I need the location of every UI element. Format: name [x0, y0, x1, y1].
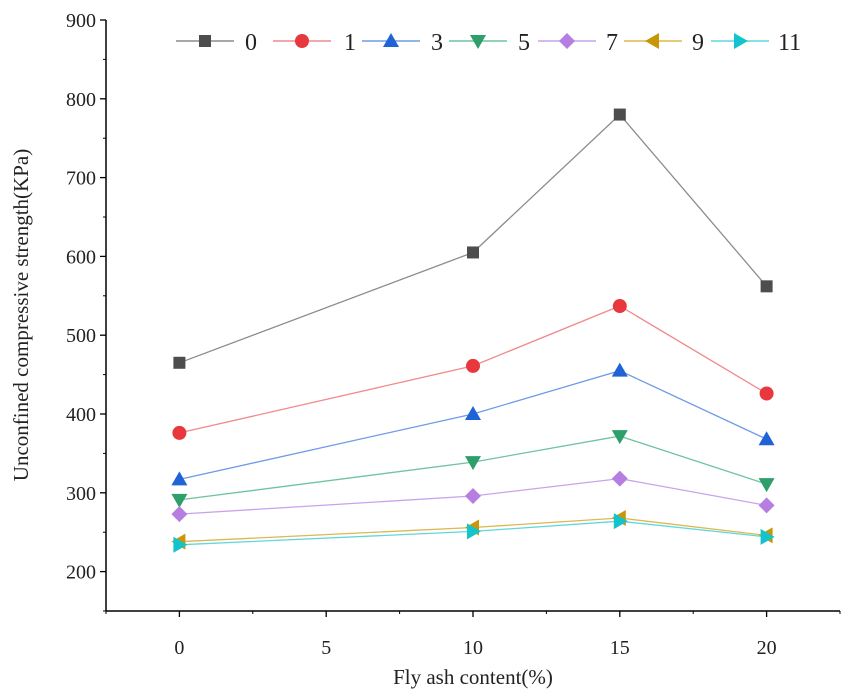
- x-tick-label: 5: [321, 637, 331, 659]
- y-tick-label: 500: [66, 325, 96, 347]
- data-point-0: [467, 246, 479, 259]
- y-tick-label: 400: [66, 404, 96, 426]
- x-axis-title: Fly ash content(%): [393, 665, 553, 689]
- series-0: [173, 108, 773, 369]
- data-point-3: [611, 362, 628, 377]
- legend: 0 1 3 5 7 9 11: [176, 30, 801, 56]
- y-tick-label: 200: [66, 562, 96, 584]
- data-point-11: [467, 523, 481, 540]
- data-point-1: [172, 425, 187, 440]
- legend-label-0: 0: [245, 30, 257, 56]
- y-tick-label: 300: [66, 483, 96, 505]
- series-line-7: [179, 477, 767, 515]
- y-tick-label: 700: [66, 168, 96, 190]
- data-point-5: [171, 493, 188, 508]
- data-point-3: [758, 431, 775, 446]
- series-3: [171, 362, 775, 486]
- series-line-11: [179, 520, 767, 546]
- legend-label-1: 1: [344, 30, 356, 56]
- series-line-3: [179, 370, 767, 481]
- data-point-1: [759, 386, 774, 401]
- x-tick-label: 10: [463, 637, 483, 659]
- data-point-5: [611, 430, 628, 445]
- legend-item-5: 5: [449, 30, 530, 56]
- data-point-11: [173, 536, 188, 553]
- legend-item-3: 3: [362, 30, 443, 56]
- series-line-9: [179, 517, 767, 543]
- series-layer: [171, 108, 775, 553]
- legend-label-7: 7: [606, 30, 618, 56]
- legend-item-11: 11: [711, 30, 801, 56]
- legend-marker-9: [645, 33, 659, 49]
- series-5: [171, 430, 775, 508]
- data-point-3: [171, 471, 188, 486]
- data-point-5: [758, 478, 775, 493]
- data-point-11: [613, 513, 628, 530]
- data-point-0: [613, 108, 626, 121]
- data-point-0: [173, 356, 186, 369]
- series-11: [173, 513, 775, 553]
- data-point-1: [466, 358, 480, 373]
- data-point-7: [611, 470, 628, 487]
- legend-item-9: 9: [624, 30, 704, 56]
- data-point-3: [465, 406, 481, 420]
- series-7: [171, 470, 775, 523]
- y-axis-title: Unconfined compressive strength(KPa): [9, 149, 33, 481]
- legend-label-9: 9: [692, 30, 704, 56]
- data-point-7: [171, 506, 188, 523]
- data-point-0: [760, 280, 773, 293]
- legend-label-3: 3: [431, 30, 443, 56]
- data-point-11: [760, 528, 775, 545]
- legend-marker-7: [559, 33, 575, 49]
- data-point-7: [758, 497, 775, 514]
- data-point-5: [465, 456, 481, 471]
- series-line-0: [179, 113, 768, 364]
- legend-marker-3: [383, 33, 399, 47]
- legend-item-7: 7: [538, 30, 618, 56]
- legend-item-1: 1: [273, 30, 356, 56]
- y-tick-label: 800: [66, 89, 96, 111]
- y-tick-label: 900: [66, 10, 96, 32]
- x-tick-label: 20: [757, 637, 777, 659]
- series-line-1: [179, 305, 767, 434]
- series-line-5: [179, 435, 767, 501]
- legend-label-11: 11: [778, 30, 801, 56]
- legend-marker-1: [295, 34, 309, 48]
- legend-label-5: 5: [518, 30, 530, 56]
- data-point-7: [465, 487, 481, 504]
- legend-marker-11: [734, 33, 748, 49]
- series-1: [172, 299, 774, 440]
- legend-marker-5: [470, 35, 486, 49]
- data-point-1: [612, 299, 627, 314]
- legend-item-0: 0: [176, 30, 257, 56]
- x-tick-label: 0: [174, 637, 184, 659]
- y-tick-label: 600: [66, 246, 96, 268]
- x-tick-label: 15: [610, 637, 630, 659]
- legend-marker-0: [199, 35, 211, 47]
